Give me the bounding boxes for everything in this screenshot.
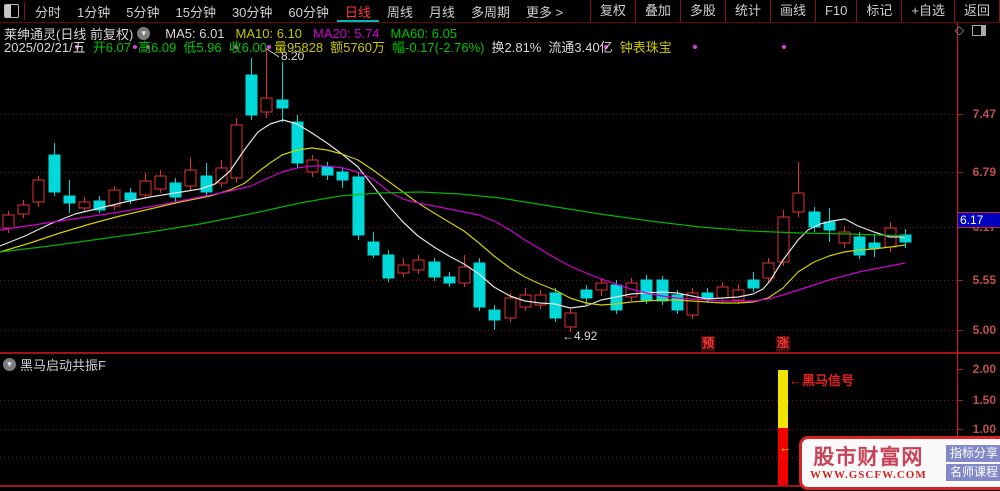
menu-item-日线[interactable]: 日线 xyxy=(336,4,379,22)
menu-item-30分钟[interactable]: 30分钟 xyxy=(231,4,273,20)
top-menu-bar: 分时 1分钟 5分钟 15分钟 30分钟 60分钟 日线 周线 月线 多周期 更多 > 复权 叠加 多股… xyxy=(0,0,1000,22)
split-pane-icon[interactable] xyxy=(972,24,986,36)
rise-badge: 涨 xyxy=(776,336,791,351)
quote-field: 低5.96 xyxy=(183,40,222,55)
axis-label: 2.00 xyxy=(972,362,996,376)
period-high-annotation: 8.20 xyxy=(281,49,305,63)
menu-item-15分钟[interactable]: 15分钟 xyxy=(175,4,216,20)
watermark-site-url: WWW.GSCFW.COM xyxy=(810,468,927,481)
diamond-icon[interactable]: ◇ xyxy=(954,23,964,37)
axis-label: 5.00 xyxy=(972,323,996,337)
watermark-site-name: 股市财富网 xyxy=(813,445,924,469)
quote-field: 高6.09 xyxy=(138,40,177,55)
quote-field: 幅-0.17(-2.76%) xyxy=(392,40,485,55)
menu-item-多周期[interactable]: 多周期 xyxy=(470,4,510,20)
menu-button-统计[interactable]: 统计 xyxy=(724,0,770,22)
quote-field: 额5760万 xyxy=(330,40,386,55)
quote-field: 量95828 xyxy=(273,40,324,55)
menu-button-+自选[interactable]: +自选 xyxy=(901,0,954,22)
quote-date: 2025/02/21/五 xyxy=(4,40,86,55)
menu-button-返回[interactable]: 返回 xyxy=(953,0,1000,22)
ma-value: MA10: 6.10 xyxy=(235,26,303,41)
quote-field: 收6.00 xyxy=(228,40,267,55)
menu-item-60分钟[interactable]: 60分钟 xyxy=(288,4,329,20)
menu-button-画线[interactable]: 画线 xyxy=(769,0,815,22)
menu-item-1分钟[interactable]: 1分钟 xyxy=(77,4,111,20)
ma-legend: MA5: 6.01 MA10: 6.10 MA20: 5.74 MA60: 6.05 xyxy=(154,26,457,41)
menu-button-标记[interactable]: 标记 xyxy=(856,0,901,22)
menu-item-周线[interactable]: 周线 xyxy=(386,4,413,20)
indicator-name[interactable]: 黑马启动共振F xyxy=(20,358,106,373)
watermark-tag-1: 指标分享 xyxy=(945,445,1000,462)
watermark: 股市财富网 WWW.GSCFW.COM 指标分享 名师课程 xyxy=(799,436,1000,490)
quote-field: 流通3.40亿 xyxy=(548,40,613,55)
menu-button-叠加[interactable]: 叠加 xyxy=(634,0,680,22)
dark-horse-signal-label: ←黑马信号 xyxy=(789,373,855,388)
pre-badge: 预 xyxy=(701,336,716,351)
stock-title[interactable]: 莱绅通灵(日线 前复权) xyxy=(4,27,134,42)
menu-item-5分钟[interactable]: 5分钟 xyxy=(126,4,160,20)
menu-button-多股[interactable]: 多股 xyxy=(679,0,725,22)
axis-label: 7.47 xyxy=(972,107,996,121)
menu-button-F10[interactable]: F10 xyxy=(814,0,856,22)
menu-divider xyxy=(24,2,25,20)
quote-fields: 开6.07 高6.09 低5.96 收6.00 量95828 额5760万 幅-0.17(-… xyxy=(93,37,679,56)
axis-label: 5.55 xyxy=(972,273,996,287)
axis-label: 6.79 xyxy=(972,165,996,179)
axis-label: 1.00 xyxy=(972,422,996,436)
chevron-down-icon[interactable]: ▾ xyxy=(137,27,151,40)
sub-panel-header: ▾ 黑马启动共振F xyxy=(3,355,106,374)
menu-item-月线[interactable]: 月线 xyxy=(428,4,455,20)
quote-info-bar: 2025/02/21/五 开6.07 高6.09 低5.96 收6.00 量95828 额… xyxy=(4,37,686,56)
last-price-marker: 6.17 xyxy=(957,212,1000,228)
ma-value: MA60: 6.05 xyxy=(390,26,458,41)
period-menu: 分时 1分钟 5分钟 15分钟 30分钟 60分钟 日线 周线 月线 多周期 更多 > xyxy=(27,2,571,22)
ma-value: MA5: 6.01 xyxy=(165,26,225,41)
quote-field: 钟表珠宝 xyxy=(619,40,672,55)
ma-value: MA20: 5.74 xyxy=(313,26,380,41)
chevron-down-icon[interactable]: ▾ xyxy=(3,358,16,371)
menu-button-复权[interactable]: 复权 xyxy=(589,0,635,22)
period-low-annotation: ←4.92 xyxy=(562,329,598,343)
quote-field: 开6.07 xyxy=(92,40,131,55)
quote-field: 换2.81% xyxy=(491,40,542,55)
layout-panel-icon[interactable] xyxy=(4,4,19,18)
chart-header: 莱绅通灵(日线 前复权) ▾ MA5: 6.01 MA10: 6.10 MA20: … xyxy=(4,24,457,43)
axis-label: 1.50 xyxy=(972,393,996,407)
yellow-arrow-icon: ← xyxy=(779,440,792,455)
menu-item-分时[interactable]: 分时 xyxy=(35,4,62,20)
tool-menu: 复权 叠加 多股 统计 画线 F10 标记 +自选 返回 xyxy=(589,0,1000,22)
watermark-tag-2: 名师课程 xyxy=(945,464,1000,481)
menu-item-更多 >[interactable]: 更多 > xyxy=(525,4,564,20)
